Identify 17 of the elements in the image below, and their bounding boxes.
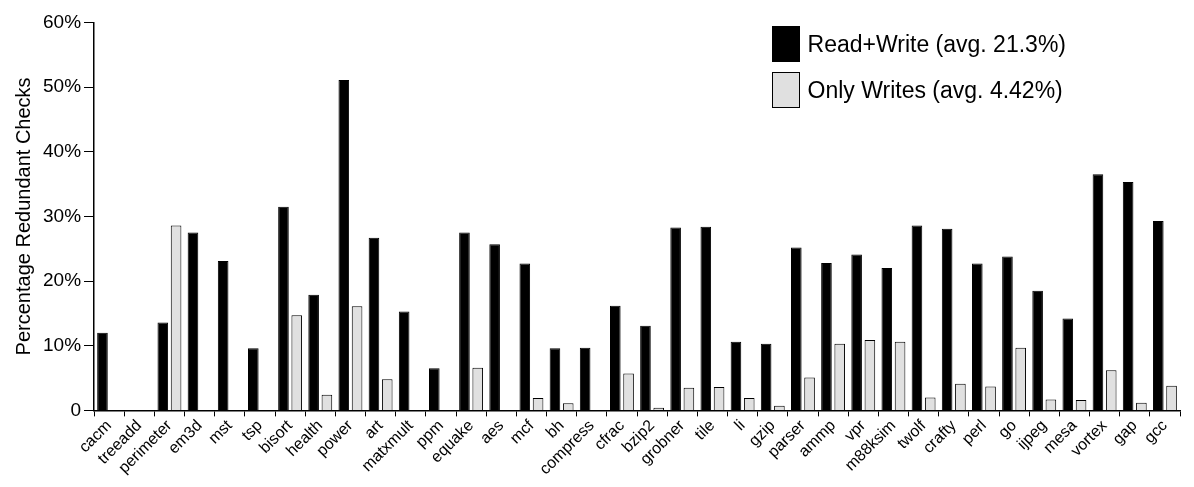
y-tick-label: 10%: [43, 333, 82, 355]
y-tick-label: 30%: [43, 204, 82, 226]
x-tick-label: aes: [476, 416, 507, 447]
y-tick-label: 40%: [43, 139, 82, 161]
x-tick-label: li: [730, 416, 748, 434]
x-tick-label: mcf: [506, 416, 538, 447]
x-tick-label: gcc: [1140, 416, 1171, 447]
x-tick-label: mst: [204, 416, 236, 447]
y-tick-label: 20%: [43, 269, 82, 291]
legend-label: Only Writes (avg. 4.42%): [807, 76, 1063, 104]
legend-label: Read+Write (avg. 21.3%): [807, 30, 1066, 58]
y-tick-label: 0: [70, 398, 82, 420]
y-tick-label: 50%: [43, 75, 82, 97]
y-tick-label: 60%: [43, 10, 82, 32]
x-tick-label: gap: [1109, 416, 1141, 448]
y-axis-title: Percentage Redundant Checks: [11, 77, 34, 356]
x-tick-label: tile: [691, 416, 718, 443]
